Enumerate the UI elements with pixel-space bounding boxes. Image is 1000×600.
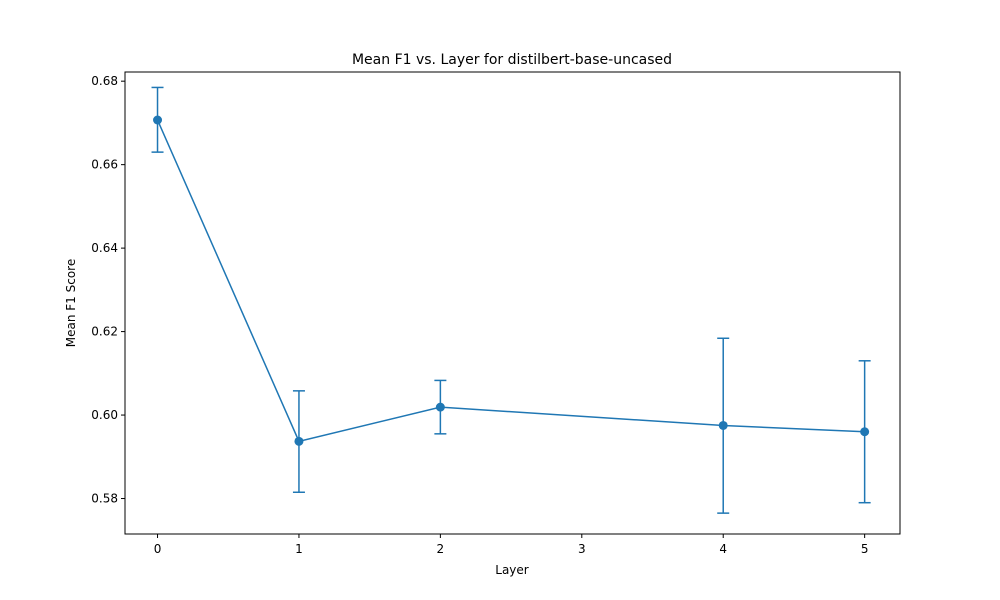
- y-tick-label: 0.68: [91, 74, 118, 88]
- y-tick-label: 0.66: [91, 158, 118, 172]
- x-axis-label: Layer: [495, 563, 529, 577]
- x-tick-label: 4: [719, 542, 727, 556]
- chart-title: Mean F1 vs. Layer for distilbert-base-un…: [352, 52, 672, 68]
- data-point: [718, 420, 728, 430]
- data-point: [153, 115, 163, 125]
- x-tick-label: 2: [437, 542, 445, 556]
- y-tick-label: 0.62: [91, 325, 118, 339]
- x-tick-label: 3: [578, 542, 586, 556]
- y-tick-label: 0.60: [91, 408, 118, 422]
- y-tick-label: 0.58: [91, 492, 118, 506]
- data-point: [435, 402, 445, 412]
- x-tick-label: 1: [295, 542, 303, 556]
- plot-area: [151, 86, 871, 514]
- y-axis-label: Mean F1 Score: [64, 259, 78, 347]
- x-tick-label: 5: [861, 542, 869, 556]
- x-tick-label: 0: [154, 542, 162, 556]
- data-point: [294, 436, 304, 446]
- y-tick-label: 0.64: [91, 241, 118, 255]
- data-point: [860, 427, 870, 437]
- plot-frame: [124, 71, 901, 535]
